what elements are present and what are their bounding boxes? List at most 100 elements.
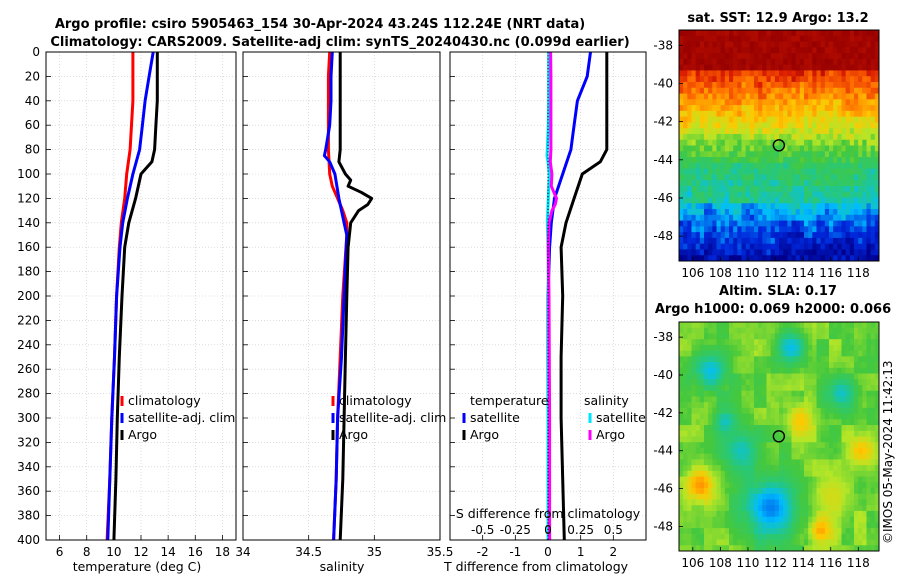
map-cell — [762, 174, 767, 181]
map-cell — [816, 243, 822, 250]
map-cell — [691, 110, 697, 118]
map-cell — [858, 93, 863, 100]
map-cell — [729, 459, 734, 466]
map-cell — [874, 133, 880, 141]
map-cell — [704, 545, 709, 552]
map-cell — [854, 476, 859, 483]
map-cell — [679, 87, 684, 95]
map-cell — [862, 139, 867, 147]
map-cell — [720, 545, 726, 552]
map-cell — [816, 384, 822, 392]
map-cell — [737, 87, 742, 95]
map-cell — [824, 203, 830, 210]
map-cell — [699, 533, 705, 541]
map-cell — [741, 356, 747, 363]
map-cell — [766, 402, 772, 409]
map-cell — [845, 493, 851, 500]
map-cell — [770, 350, 776, 357]
map-cell — [870, 105, 876, 112]
map-cell — [862, 333, 867, 340]
map-cell — [687, 203, 692, 210]
map-cell — [724, 64, 730, 71]
map-cell — [816, 151, 822, 158]
map-cell — [758, 470, 763, 478]
map-cell — [837, 425, 842, 432]
map-cell — [695, 180, 701, 187]
map-cell — [820, 459, 826, 466]
map-cell — [687, 35, 692, 43]
map-cell — [758, 528, 763, 535]
map-cell — [858, 436, 863, 443]
map-cell — [683, 162, 688, 170]
y-tick-label: 380 — [17, 509, 40, 523]
map-cell — [745, 419, 751, 426]
map-cell — [749, 522, 755, 529]
map-cell — [716, 70, 722, 77]
map-cell — [774, 407, 780, 415]
map-cell — [866, 151, 872, 158]
map-cell — [812, 105, 817, 112]
map-cell — [737, 505, 742, 512]
map-cell — [866, 327, 872, 334]
map-cell — [704, 499, 709, 506]
map-cell — [687, 47, 692, 54]
map-cell — [816, 505, 822, 512]
map-cell — [870, 350, 876, 357]
map-cell — [829, 53, 834, 60]
map-cell — [724, 373, 730, 380]
map-cell — [708, 505, 713, 512]
map-cell — [787, 35, 792, 43]
map-cell — [762, 442, 767, 449]
map-cell — [820, 528, 826, 535]
map-cell — [754, 214, 759, 222]
map-cell — [837, 53, 842, 60]
map-cell — [829, 333, 834, 340]
map-cell — [787, 93, 792, 100]
map-cell — [741, 344, 747, 352]
map-cell — [716, 436, 722, 443]
map-cell — [816, 197, 822, 204]
map-cell — [820, 522, 826, 529]
map-cell — [704, 93, 709, 100]
map-cell — [695, 413, 701, 420]
map-cell — [699, 413, 705, 420]
map-cell — [774, 442, 780, 449]
map-cell — [745, 499, 751, 506]
map-cell — [741, 255, 747, 262]
map-cell — [783, 379, 788, 386]
map-cell — [812, 70, 817, 77]
map-cell — [745, 93, 751, 100]
map-cell — [749, 488, 755, 495]
map-cell — [704, 255, 709, 262]
map-cell — [841, 430, 847, 437]
map-cell — [866, 133, 872, 141]
map-cell — [679, 344, 684, 352]
map-cell — [712, 402, 717, 409]
map-cell — [729, 482, 734, 489]
map-cell — [845, 255, 851, 262]
map-cell — [774, 133, 780, 141]
map-cell — [816, 322, 822, 329]
map-cell — [874, 516, 880, 523]
map-cell — [695, 128, 701, 135]
map-cell — [783, 70, 788, 77]
map-cell — [774, 197, 780, 204]
map-cell — [841, 122, 847, 129]
map-cell — [766, 488, 772, 495]
map-cell — [770, 396, 776, 403]
map-cell — [774, 493, 780, 500]
map-cell — [816, 220, 822, 227]
map-cell — [799, 379, 805, 386]
map-cell — [841, 203, 847, 210]
map-cell — [720, 128, 726, 135]
map-cell — [820, 419, 826, 426]
map-cell — [791, 442, 797, 449]
map-cell — [774, 350, 780, 357]
map-cell — [716, 99, 722, 106]
x-tick-label: 14 — [161, 545, 176, 559]
map-cell — [712, 237, 717, 245]
map-cell — [687, 373, 692, 380]
map-cell — [720, 220, 726, 227]
map-cell — [833, 255, 838, 262]
map-cell — [712, 333, 717, 340]
